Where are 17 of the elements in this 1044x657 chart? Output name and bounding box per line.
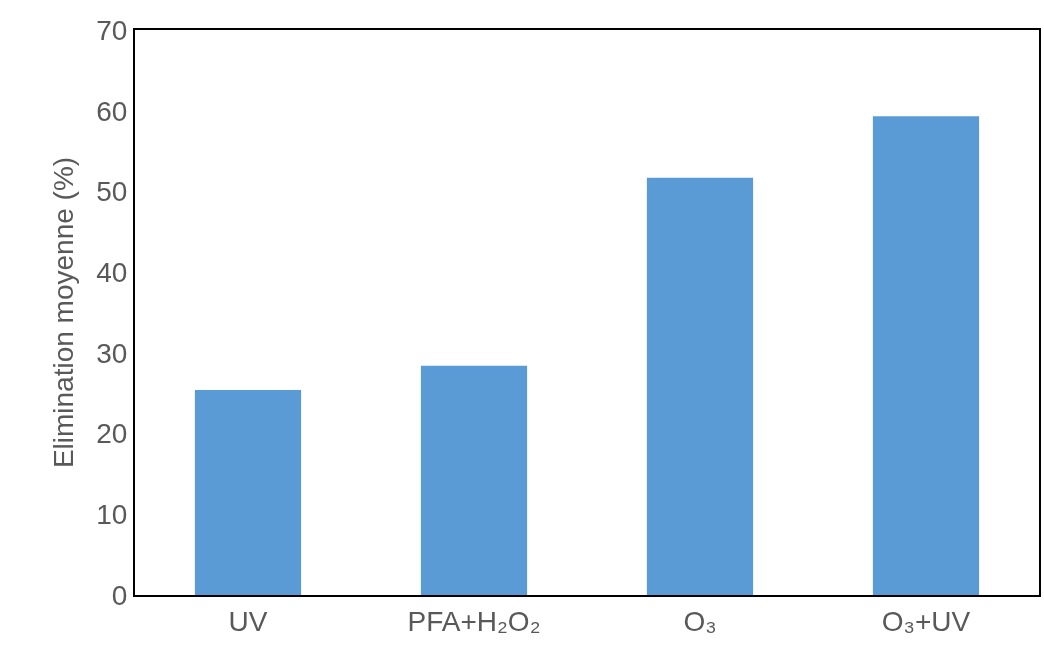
- bar: [420, 365, 528, 595]
- bar: [872, 116, 980, 595]
- y-tick-label: 40: [96, 256, 128, 288]
- bar: [194, 389, 302, 595]
- x-tick-label: O₃+UV: [881, 605, 971, 637]
- y-tick-label: 70: [96, 14, 128, 46]
- y-tick-label: 20: [96, 418, 128, 450]
- x-tick-label: UV: [228, 605, 268, 637]
- x-tick-label: PFA+H₂O₂: [407, 605, 541, 637]
- y-tick-label: 60: [96, 95, 128, 127]
- y-tick-label: 10: [96, 499, 128, 531]
- y-tick-label: 0: [111, 579, 128, 611]
- y-axis-title: Elimination moyenne (%): [48, 156, 80, 469]
- y-tick-label: 50: [96, 176, 128, 208]
- x-tick-label: O₃: [683, 605, 717, 637]
- bar: [646, 177, 754, 595]
- y-tick-label: 30: [96, 337, 128, 369]
